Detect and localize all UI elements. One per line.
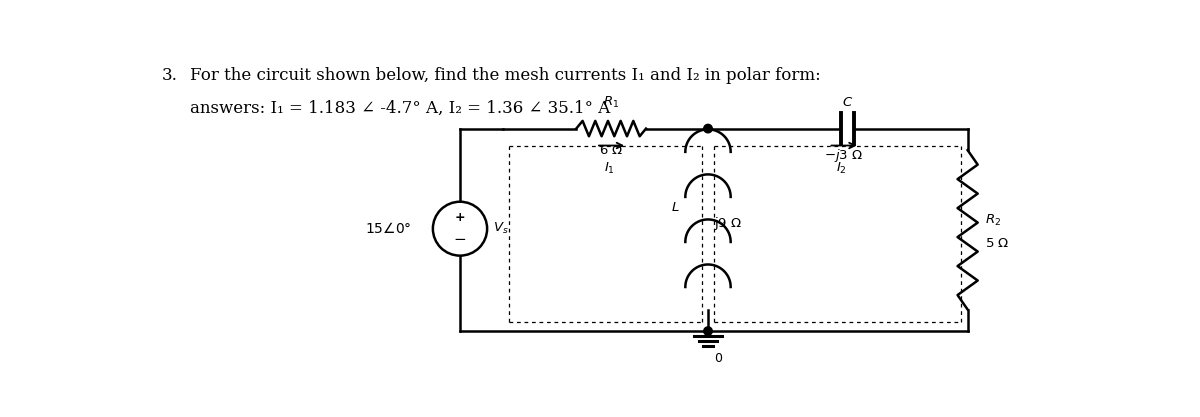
Text: C: C bbox=[842, 96, 852, 109]
Text: 5 $\Omega$: 5 $\Omega$ bbox=[985, 237, 1009, 250]
Text: L: L bbox=[671, 201, 678, 214]
Text: $V_s$: $V_s$ bbox=[492, 221, 509, 236]
Text: $I_2$: $I_2$ bbox=[836, 161, 847, 176]
Text: j9 $\Omega$: j9 $\Omega$ bbox=[714, 215, 743, 232]
Text: 15$\angle$0°: 15$\angle$0° bbox=[366, 221, 412, 236]
Text: $R_2$: $R_2$ bbox=[985, 213, 1001, 228]
Circle shape bbox=[703, 327, 713, 335]
Text: +: + bbox=[455, 211, 466, 224]
Text: $R_1$: $R_1$ bbox=[604, 95, 619, 110]
Text: 0: 0 bbox=[714, 352, 722, 365]
Text: 3.: 3. bbox=[162, 67, 178, 84]
Text: For the circuit shown below, find the mesh currents I₁ and I₂ in polar form:: For the circuit shown below, find the me… bbox=[191, 67, 821, 84]
Text: $-j3\ \Omega$: $-j3\ \Omega$ bbox=[824, 147, 863, 164]
Text: answers: I₁ = 1.183 ∠ -4.7° A, I₂ = 1.36 ∠ 35.1° A: answers: I₁ = 1.183 ∠ -4.7° A, I₂ = 1.36… bbox=[191, 100, 611, 117]
Text: $I_1$: $I_1$ bbox=[604, 161, 614, 176]
Text: −: − bbox=[454, 232, 467, 247]
Circle shape bbox=[703, 124, 713, 133]
Text: 6 $\Omega$: 6 $\Omega$ bbox=[599, 144, 623, 157]
